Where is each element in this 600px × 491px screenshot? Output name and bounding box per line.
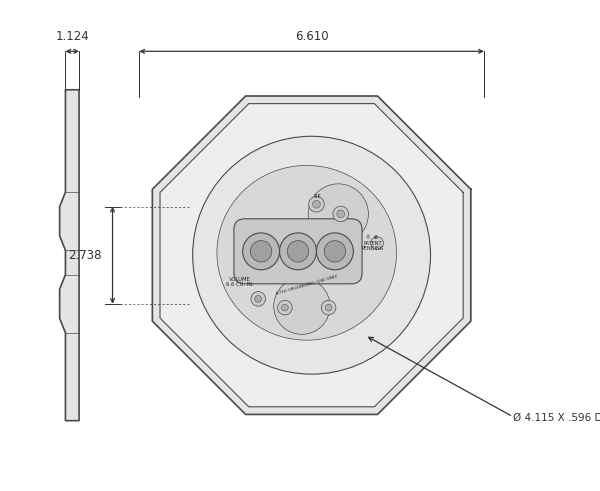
Text: 2.738: 2.738 [68, 249, 102, 262]
Circle shape [316, 233, 353, 270]
Circle shape [371, 237, 383, 249]
Polygon shape [152, 96, 471, 414]
Circle shape [313, 200, 320, 208]
Circle shape [337, 210, 344, 218]
Text: VOLUME
6.6 CU. IN.: VOLUME 6.6 CU. IN. [226, 276, 254, 287]
Circle shape [251, 292, 265, 306]
Text: TIP: TIP [313, 194, 320, 199]
Circle shape [255, 296, 262, 302]
Text: 1.124: 1.124 [55, 29, 89, 43]
Circle shape [325, 304, 332, 311]
Polygon shape [160, 104, 463, 407]
Circle shape [324, 241, 346, 262]
Circle shape [274, 278, 330, 334]
Circle shape [308, 184, 368, 244]
FancyBboxPatch shape [234, 219, 362, 284]
Circle shape [250, 241, 272, 262]
Circle shape [193, 136, 431, 374]
Ellipse shape [217, 165, 397, 340]
Text: #716 GROUNDING, USE ONLY: #716 GROUNDING, USE ONLY [275, 274, 338, 296]
Circle shape [278, 300, 292, 315]
Circle shape [308, 196, 324, 212]
Circle shape [242, 233, 280, 270]
Text: 6.610: 6.610 [295, 29, 328, 43]
Circle shape [333, 206, 349, 222]
Circle shape [287, 241, 308, 262]
Text: ®  ☢
PATENT
PENDING: ® ☢ PATENT PENDING [361, 235, 383, 251]
Polygon shape [59, 90, 79, 421]
Text: Ø 4.115 X .596 DEEP: Ø 4.115 X .596 DEEP [513, 413, 600, 423]
Circle shape [321, 300, 336, 315]
Circle shape [280, 233, 316, 270]
Circle shape [281, 304, 288, 311]
